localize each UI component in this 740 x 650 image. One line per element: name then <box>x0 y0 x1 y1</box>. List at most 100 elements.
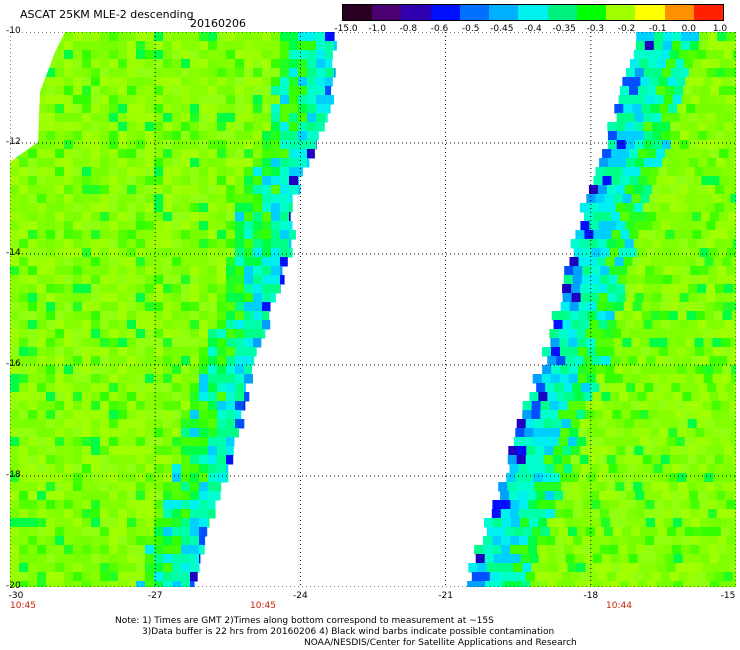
swath-cell <box>145 581 155 587</box>
swath-cell <box>650 473 660 483</box>
swath-cell <box>597 203 608 213</box>
swath-cell <box>502 554 513 564</box>
swath-cell <box>235 50 245 60</box>
swath-cell <box>181 113 191 123</box>
swath-cell <box>683 230 693 240</box>
swath-cell <box>617 383 627 393</box>
swath-cell <box>37 527 47 537</box>
swath-cell <box>485 581 495 587</box>
swath-cell <box>716 464 726 474</box>
swath-cell <box>118 149 128 159</box>
swath-cell <box>82 446 92 456</box>
swath-cell <box>666 527 677 537</box>
swath-cell <box>596 311 607 321</box>
swath-cell <box>580 293 591 303</box>
swath-cell <box>593 581 603 587</box>
swath-cell <box>145 500 155 510</box>
swath-cell <box>64 59 74 69</box>
swath-cell <box>244 221 254 231</box>
swath-cell <box>271 194 281 204</box>
swath-cell <box>64 509 74 519</box>
swath-cell <box>190 203 200 213</box>
swath-cell <box>517 446 527 456</box>
swath-cell <box>208 32 218 42</box>
swath-cell <box>199 410 209 420</box>
swath-cell <box>588 482 598 492</box>
swath-cell <box>181 275 191 285</box>
swath-cell <box>732 572 736 582</box>
swath-cell <box>271 221 281 231</box>
swath-cell <box>73 50 83 60</box>
swath-cell <box>684 59 694 69</box>
swath-cell <box>701 581 711 587</box>
swath-cell <box>649 374 660 384</box>
swath-cell <box>652 113 663 123</box>
swath-cell <box>217 32 227 42</box>
swath-cell <box>82 266 92 276</box>
swath-cell <box>271 149 281 159</box>
swath-cell <box>613 167 623 177</box>
swath-cell <box>235 428 239 438</box>
swath-cell <box>271 203 281 213</box>
swath-cell <box>64 194 74 204</box>
swath-cell <box>208 518 210 528</box>
swath-cell <box>316 41 326 51</box>
swath-cell <box>280 257 288 267</box>
swath-cell <box>599 158 609 168</box>
swath-cell <box>55 527 65 537</box>
swath-cell <box>724 284 734 294</box>
swath-cell <box>724 320 734 330</box>
swath-cell <box>136 266 146 276</box>
swath-cell <box>626 491 636 501</box>
swath-cell <box>606 455 617 465</box>
swath-cell <box>55 113 65 123</box>
swath-cell <box>46 131 56 141</box>
colorbar-segment <box>635 5 665 20</box>
swath-cell <box>600 536 610 546</box>
swath-cell <box>676 167 686 177</box>
swath-cell <box>181 185 191 195</box>
swath-cell <box>37 95 47 105</box>
colorbar-tick-label: -0.6 <box>430 24 449 34</box>
swath-cell <box>635 509 646 519</box>
swath-cell <box>19 347 29 357</box>
swath-cell <box>244 320 254 330</box>
swath-cell <box>199 113 209 123</box>
swath-cell <box>91 158 101 168</box>
swath-cell <box>145 50 155 60</box>
swath-cell <box>46 491 56 501</box>
swath-cell <box>521 581 531 587</box>
swath-cell <box>271 248 281 258</box>
swath-cell <box>551 311 562 321</box>
swath-cell <box>603 563 613 573</box>
swath-cell <box>683 212 693 222</box>
swath-cell <box>217 95 227 105</box>
swath-cell <box>603 401 614 411</box>
swath-cell <box>163 563 173 573</box>
swath-cell <box>576 410 586 420</box>
swath-cell <box>172 527 182 537</box>
note-line-2: 3)Data buffer is 22 hrs from 20160206 4)… <box>142 627 555 637</box>
swath-cell <box>46 248 56 258</box>
swath-cell <box>683 176 693 186</box>
swath-cell <box>55 509 65 519</box>
swath-cell <box>10 437 20 447</box>
swath-cell <box>199 338 209 348</box>
swath-cell <box>91 374 101 384</box>
swath-cell <box>109 176 119 186</box>
swath-cell <box>190 356 200 366</box>
swath-cell <box>582 545 592 555</box>
swath-cell <box>91 500 101 510</box>
swath-cell <box>208 482 218 492</box>
swath-cell <box>244 275 254 285</box>
swath-cell <box>136 203 146 213</box>
swath-cell <box>82 383 92 393</box>
swath-cell <box>604 338 614 348</box>
swath-cell <box>118 482 128 492</box>
swath-cell <box>585 437 596 447</box>
swath-cell <box>91 302 101 312</box>
swath-cell <box>657 329 667 339</box>
swath-cell <box>199 131 209 141</box>
swath-cell <box>604 167 614 177</box>
swath-cell <box>208 266 218 276</box>
